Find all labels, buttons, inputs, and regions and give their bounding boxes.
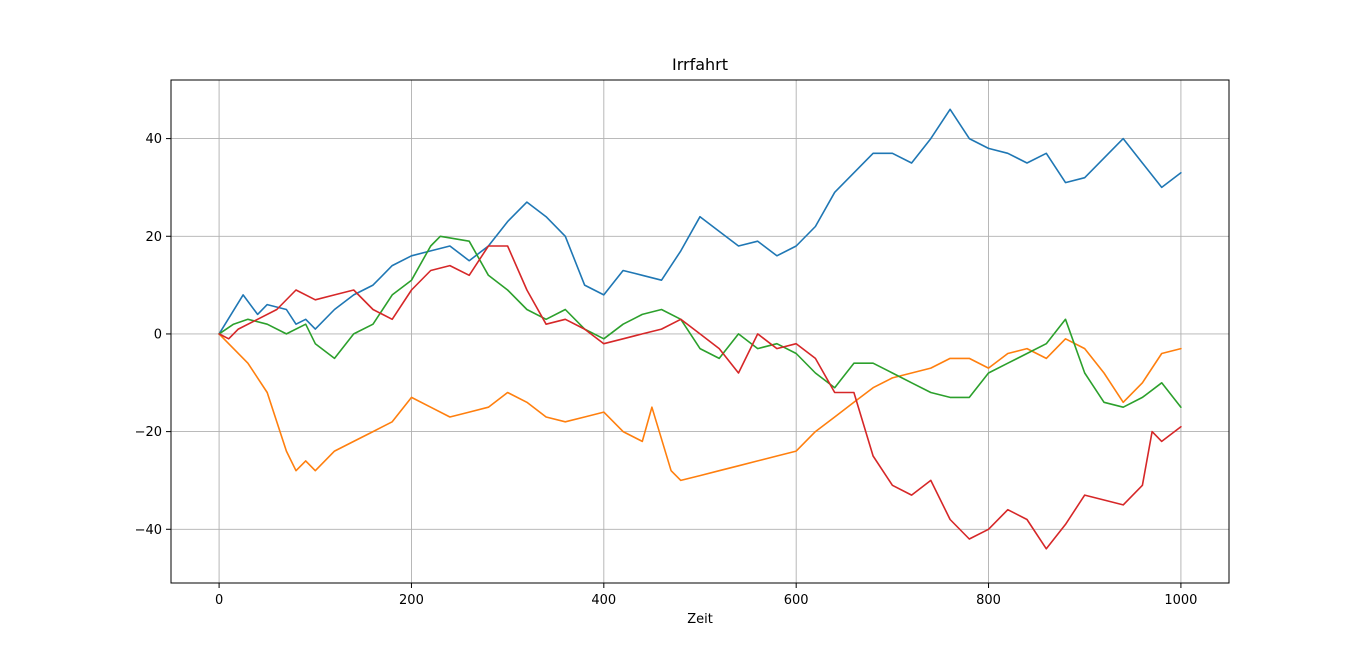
y-tick-label: −40	[135, 523, 162, 538]
y-tick-label: 0	[154, 327, 162, 342]
series-line-1	[218, 108, 1182, 335]
x-tick-label: 1000	[1164, 593, 1197, 608]
y-tick-label: 20	[145, 230, 162, 245]
chart-title: Irrfahrt	[672, 55, 728, 74]
x-tick-label: 0	[215, 593, 223, 608]
x-tick-label: 600	[784, 593, 809, 608]
series-line-2	[218, 333, 1182, 482]
x-tick-label: 200	[399, 593, 424, 608]
x-axis-label: Zeit	[687, 612, 713, 627]
plot-frame	[170, 79, 1230, 584]
axes-ticks: 0 200 400 600 800 1000 −40 −20 0 20 40	[135, 132, 1198, 608]
x-tick-label: 800	[976, 593, 1001, 608]
series-line-4	[218, 245, 1182, 550]
y-tick-label: 40	[145, 132, 162, 147]
plot-area	[218, 108, 1182, 550]
series-line-3	[218, 235, 1182, 408]
y-tick-label: −20	[135, 425, 162, 440]
x-tick-label: 400	[591, 593, 616, 608]
